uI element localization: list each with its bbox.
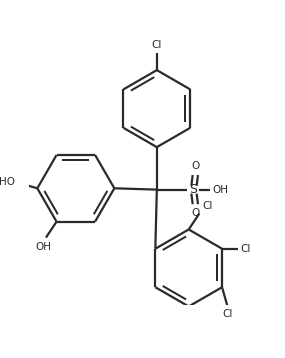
Text: HO: HO: [0, 176, 15, 187]
Text: Cl: Cl: [222, 309, 233, 319]
Text: O: O: [191, 208, 200, 218]
Text: S: S: [189, 183, 197, 196]
Text: Cl: Cl: [241, 244, 251, 254]
Text: OH: OH: [213, 185, 229, 195]
Text: Cl: Cl: [202, 201, 212, 211]
Text: Cl: Cl: [152, 40, 162, 50]
Text: OH: OH: [35, 242, 51, 252]
Text: O: O: [191, 161, 200, 171]
